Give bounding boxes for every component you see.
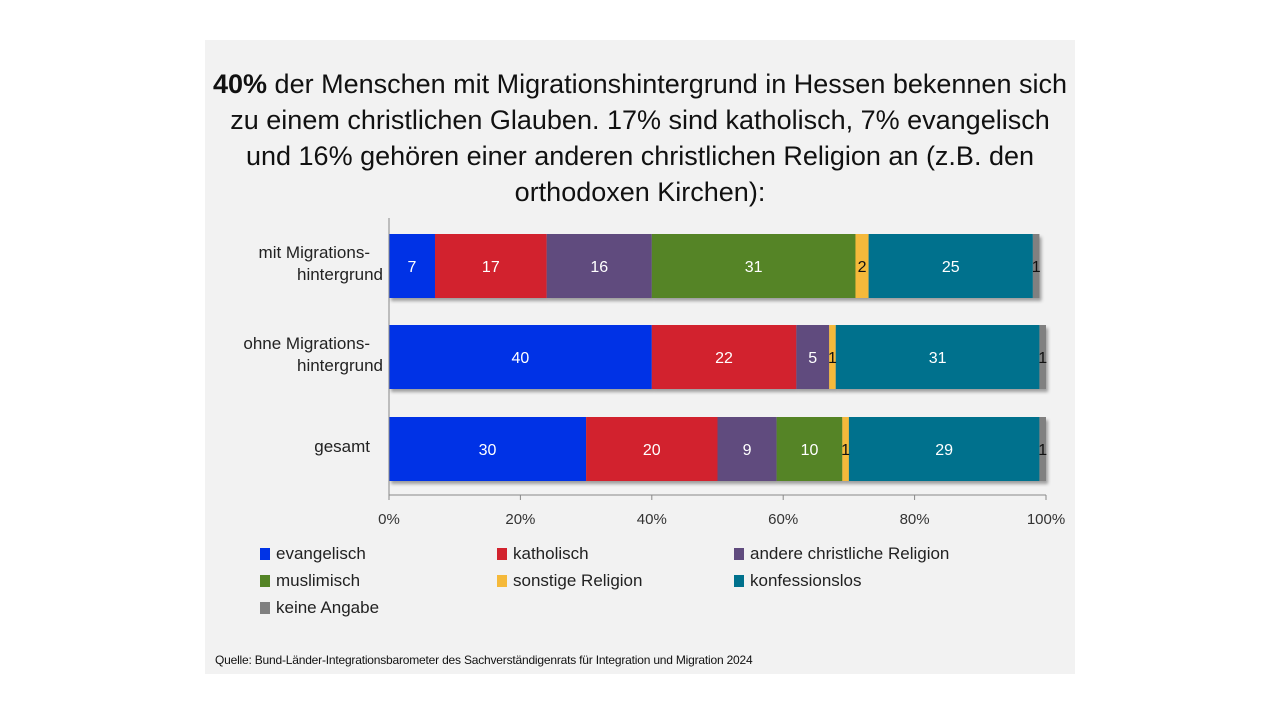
- legend-label: sonstige Religion: [513, 571, 643, 590]
- legend-label: muslimisch: [276, 571, 361, 590]
- legend-swatch: [260, 602, 270, 614]
- legend-item: muslimisch: [260, 570, 497, 592]
- data-label: 40: [512, 350, 530, 367]
- data-label: 9: [743, 442, 752, 459]
- bar-row: [389, 417, 1046, 481]
- bar-segment-muslimisch: [651, 234, 856, 298]
- data-label: 1: [841, 442, 850, 459]
- title-bold-prefix: 40%: [213, 69, 268, 99]
- data-label: 1: [1032, 259, 1041, 276]
- data-label: 25: [942, 259, 960, 276]
- legend-swatch: [734, 548, 744, 560]
- data-label: 22: [715, 350, 733, 367]
- bar-row: [389, 325, 1046, 389]
- data-label: 20: [643, 442, 661, 459]
- legend-label: katholisch: [513, 544, 589, 563]
- data-label: 10: [801, 442, 819, 459]
- category-label: gesamt: [314, 437, 370, 456]
- bar-segment-konfessionslos: [835, 325, 1040, 389]
- data-label: 17: [482, 259, 500, 276]
- data-label: 31: [745, 259, 763, 276]
- bar-segment-keine-angabe: [1039, 325, 1046, 389]
- bar-segment-evangelisch: [389, 325, 652, 389]
- bar-segment-keine-angabe: [1039, 417, 1046, 481]
- bar-segment-sonstige-religion: [855, 234, 869, 298]
- legend-label: andere christliche Religion: [750, 544, 950, 563]
- x-tick-label: 100%: [1027, 511, 1065, 528]
- bar-segment-andere-christliche-religion: [717, 417, 777, 481]
- legend-item: sonstige Religion: [497, 570, 734, 592]
- legend-item: andere christliche Religion: [734, 543, 1034, 565]
- bar-segment-sonstige-religion: [842, 417, 849, 481]
- bar-segment-evangelisch: [389, 234, 435, 298]
- data-label: 5: [808, 350, 817, 367]
- title-text: der Menschen mit Migrationshintergrund i…: [230, 69, 1067, 207]
- data-label: 31: [929, 350, 947, 367]
- data-label: 2: [858, 259, 867, 276]
- data-label: 1: [1038, 442, 1047, 459]
- x-tick-label: 20%: [505, 511, 535, 528]
- data-label: 30: [479, 442, 497, 459]
- data-label: 16: [590, 259, 608, 276]
- data-label: 29: [935, 442, 953, 459]
- data-label: 1: [828, 350, 837, 367]
- stacked-bar-chart: 7 17 16 31 2 25 140 22 5 1 31 130 20 9 10 1 29 1 mit Migr…: [243, 218, 1065, 528]
- legend-label: evangelisch: [276, 544, 366, 563]
- legend-item: konfessionslos: [734, 570, 1034, 592]
- data-label: 7: [408, 259, 417, 276]
- legend-item: keine Angabe: [260, 597, 497, 619]
- legend-swatch: [497, 548, 507, 560]
- legend-label: konfessionslos: [750, 571, 862, 590]
- legend-label: keine Angabe: [276, 598, 380, 617]
- bar-segment-keine-angabe: [1032, 234, 1040, 298]
- bar-segment-andere-christliche-religion: [796, 325, 830, 389]
- legend-item: evangelisch: [260, 543, 497, 565]
- chart-slide: 40% der Menschen mit Migrationshintergru…: [205, 40, 1075, 674]
- legend-item: katholisch: [497, 543, 734, 565]
- x-tick-label: 60%: [768, 511, 798, 528]
- bar-segment-katholisch: [651, 325, 797, 389]
- bar-segment-katholisch: [586, 417, 718, 481]
- x-tick-label: 40%: [637, 511, 667, 528]
- bar-segment-konfessionslos: [868, 234, 1033, 298]
- x-tick-label: 0%: [378, 511, 400, 528]
- bar-segment-evangelisch: [389, 417, 587, 481]
- source-note: Quelle: Bund-Länder-Integrationsbaromete…: [215, 653, 753, 667]
- bar-segment-katholisch: [434, 234, 547, 298]
- legend-swatch: [260, 575, 270, 587]
- category-label: ohne Migrations-hintergrund: [243, 334, 383, 375]
- bar-segment-muslimisch: [776, 417, 843, 481]
- bar-segment-konfessionslos: [848, 417, 1040, 481]
- bar-row: [389, 234, 1040, 298]
- bar-segment-sonstige-religion: [829, 325, 836, 389]
- legend-swatch: [260, 548, 270, 560]
- category-label: mit Migrations-hintergrund: [259, 243, 383, 284]
- legend-swatch: [497, 575, 507, 587]
- data-label: 1: [1038, 350, 1047, 367]
- chart-title: 40% der Menschen mit Migrationshintergru…: [205, 66, 1075, 210]
- legend-swatch: [734, 575, 744, 587]
- bar-segment-andere-christliche-religion: [546, 234, 652, 298]
- chart-legend: evangelisch katholisch andere christliche …: [260, 543, 1060, 619]
- x-tick-label: 80%: [900, 511, 930, 528]
